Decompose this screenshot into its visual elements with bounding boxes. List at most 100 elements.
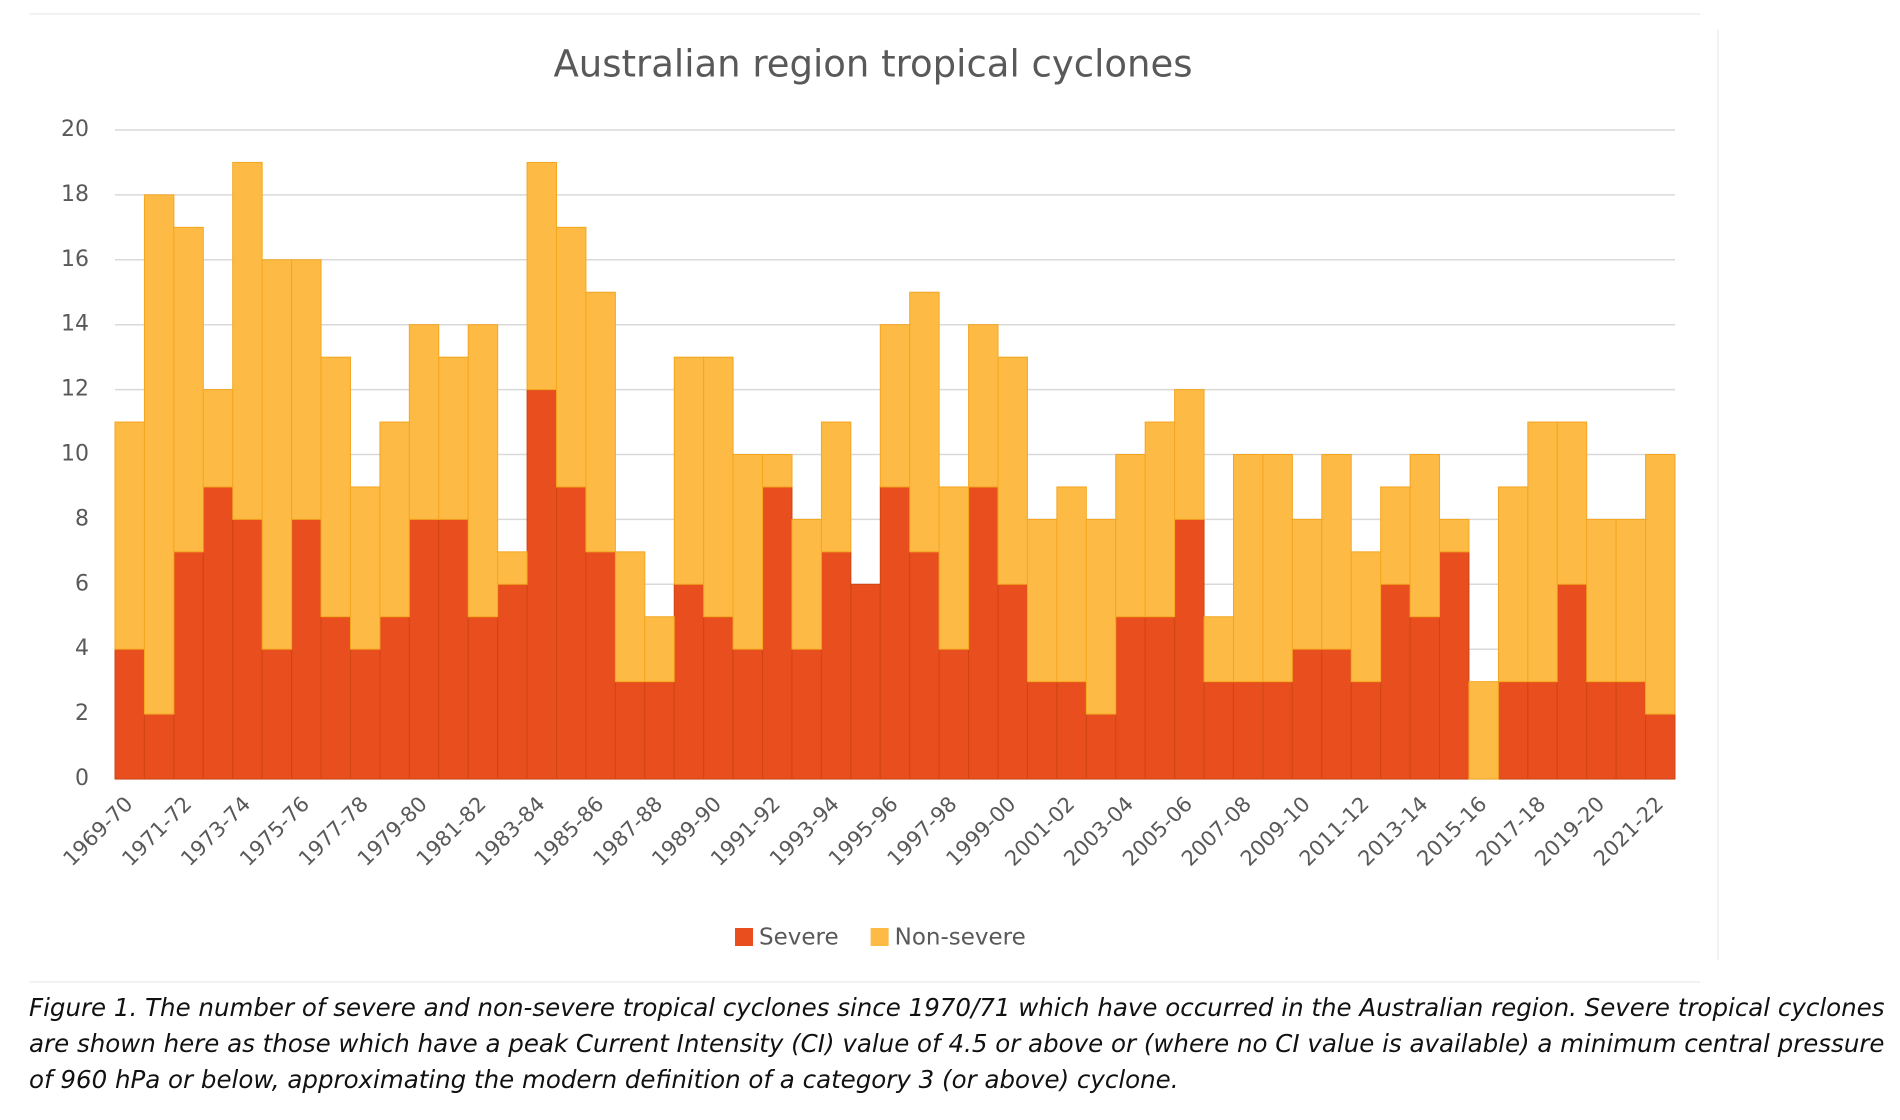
bar-segment xyxy=(497,583,528,780)
bar-segment xyxy=(232,161,263,520)
bar-segment xyxy=(556,486,587,780)
bar-segment xyxy=(291,518,322,780)
bar-segment xyxy=(1144,421,1176,618)
bar-segment xyxy=(879,486,911,780)
bar-segment xyxy=(143,713,175,780)
bar-segment xyxy=(1203,681,1234,780)
bar-segment xyxy=(614,681,646,780)
bar-segment xyxy=(291,259,322,520)
bar-segment xyxy=(349,486,381,650)
bar-segment xyxy=(1291,518,1323,650)
bar-segment xyxy=(1056,486,1087,683)
bar-segment xyxy=(261,259,293,650)
bar-segment xyxy=(644,616,675,683)
bar-segment xyxy=(556,226,587,488)
bar-segment xyxy=(644,681,675,780)
bar-segment xyxy=(349,648,381,780)
bar-segment xyxy=(703,356,734,618)
bar-segment xyxy=(820,551,852,780)
bar-segment xyxy=(997,583,1028,780)
bar-segment xyxy=(408,518,440,780)
bar-segment xyxy=(526,161,558,391)
bar-segment xyxy=(1026,518,1058,683)
bar-segment xyxy=(1615,518,1647,683)
bar-segment xyxy=(938,486,970,650)
bar-segment xyxy=(143,194,175,715)
bar-segment xyxy=(1586,518,1617,683)
bar-segment xyxy=(261,648,293,780)
bar-segment xyxy=(1586,681,1617,780)
chart-title: Australian region tropical cyclones xyxy=(553,43,1192,86)
bar-segment xyxy=(1439,518,1470,553)
bar-segment xyxy=(1556,421,1588,585)
bar-segment xyxy=(938,648,970,780)
legend-swatch xyxy=(735,928,753,946)
y-tick-label: 0 xyxy=(75,766,89,791)
bar-segment xyxy=(1115,454,1146,618)
bar-segment xyxy=(467,616,499,780)
bar-segment xyxy=(614,551,646,683)
bar-segment xyxy=(1321,648,1352,780)
bar-segment xyxy=(703,616,734,780)
bar-segment xyxy=(1645,454,1676,715)
bar-segment xyxy=(320,616,351,780)
y-tick-label: 20 xyxy=(61,117,89,142)
y-tick-label: 2 xyxy=(75,701,89,726)
bar-segment xyxy=(1056,681,1087,780)
bar-segment xyxy=(850,583,881,780)
bar-segment xyxy=(1203,616,1234,683)
chart: Australian region tropical cyclones 0 2 4 6… xyxy=(29,13,1719,983)
bar-segment xyxy=(1645,713,1676,780)
bar-segment xyxy=(114,421,145,650)
y-tick-label: 10 xyxy=(61,442,89,467)
y-tick-label: 14 xyxy=(61,312,89,337)
y-tick-label: 16 xyxy=(61,247,89,272)
bar-segment xyxy=(526,389,558,780)
bar-segment xyxy=(467,324,499,618)
bar-segment xyxy=(1115,616,1146,780)
bar-segment xyxy=(1232,454,1264,683)
bar-segment xyxy=(1527,681,1558,780)
bar-segment xyxy=(1350,551,1382,683)
bar-segment xyxy=(1468,681,1499,780)
bar-segment xyxy=(1497,486,1529,683)
bar-segment xyxy=(879,324,911,488)
bar-segment xyxy=(408,324,440,520)
bar-segment xyxy=(791,648,822,780)
bar-segment xyxy=(1321,454,1352,650)
bar-segment xyxy=(968,324,999,488)
bar-segment xyxy=(909,551,940,780)
bar-segment xyxy=(1262,681,1293,780)
bar-segment xyxy=(1350,681,1382,780)
y-tick-label: 12 xyxy=(61,377,89,402)
bar-segment xyxy=(1615,681,1647,780)
y-tick-label: 18 xyxy=(61,182,89,207)
bar-segment xyxy=(173,226,204,553)
bar-segment xyxy=(1527,421,1558,683)
bar-segment xyxy=(1439,551,1470,780)
bar-segment xyxy=(732,648,764,780)
bar-segment xyxy=(1085,518,1117,715)
bar-segment xyxy=(1232,681,1264,780)
bar-segment xyxy=(1380,583,1411,780)
bar-segment xyxy=(1556,583,1588,780)
bar-segment xyxy=(762,454,793,488)
legend-label: Severe xyxy=(759,925,839,951)
y-tick-label: 4 xyxy=(75,636,89,661)
bar-segment xyxy=(438,518,469,780)
bar-segment xyxy=(1291,648,1323,780)
bar-segment xyxy=(379,616,410,780)
bar-segment xyxy=(1262,454,1293,683)
bar-segment xyxy=(202,389,234,488)
bar-segment xyxy=(1026,681,1058,780)
bar-segment xyxy=(585,551,616,780)
bar-segment xyxy=(909,291,940,553)
bar-segment xyxy=(1085,713,1117,780)
legend-swatch xyxy=(870,928,889,946)
bar-segment xyxy=(1174,518,1205,780)
bar-segment xyxy=(497,551,528,585)
bar-segment xyxy=(585,291,616,553)
caption: Figure 1. The number of severe and non-s… xyxy=(29,993,1885,1094)
bar-segment xyxy=(673,583,705,780)
